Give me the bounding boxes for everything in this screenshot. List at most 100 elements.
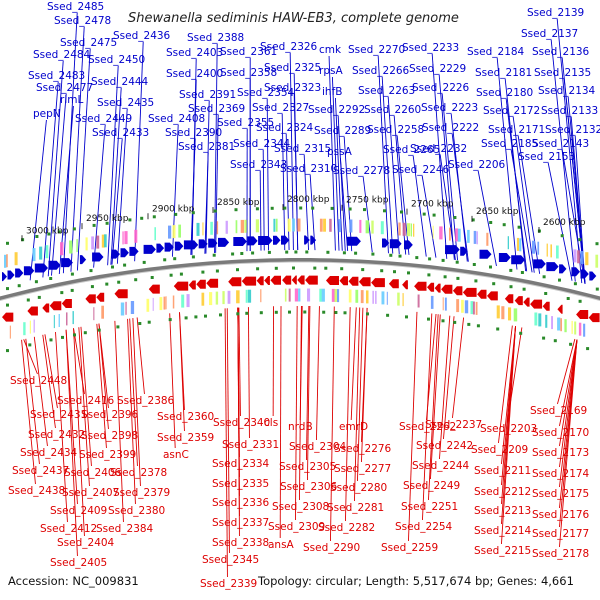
reverse-gene-label: Ssed_2169 bbox=[530, 405, 587, 417]
inner-marker bbox=[240, 252, 244, 255]
reverse-gene-label: Ssed_2251 bbox=[401, 501, 458, 513]
reverse-feature-band bbox=[215, 291, 219, 305]
reverse-feature-band bbox=[360, 290, 364, 304]
reverse-gene-label: Ssed_2359 bbox=[157, 432, 214, 444]
forward-feature-band bbox=[91, 236, 94, 250]
forward-leader-line bbox=[110, 87, 122, 265]
outer-marker bbox=[140, 216, 144, 220]
reverse-feature-band bbox=[402, 293, 404, 307]
reverse-gene-arrow bbox=[282, 275, 292, 285]
forward-feature-band bbox=[76, 239, 78, 253]
forward-gene-label: Ssed_2270 bbox=[348, 44, 405, 56]
inner-marker bbox=[111, 265, 114, 269]
reverse-leader-line bbox=[408, 311, 418, 542]
reverse-gene-arrow bbox=[270, 275, 281, 285]
forward-gene-label: Ssed_2278 bbox=[333, 165, 390, 177]
reverse-feature-band bbox=[186, 294, 190, 308]
forward-feature-band bbox=[402, 222, 406, 236]
outer-marker bbox=[49, 338, 53, 342]
forward-leader-line bbox=[281, 113, 286, 251]
forward-gene-arrow bbox=[48, 260, 61, 270]
forward-gene-arrow bbox=[7, 270, 15, 280]
reverse-leader-line bbox=[78, 327, 90, 487]
outer-marker bbox=[259, 311, 263, 315]
reverse-feature-band bbox=[101, 305, 104, 319]
reverse-feature-band bbox=[574, 321, 577, 335]
reverse-gene-label: Ssed_2416 bbox=[57, 395, 115, 407]
reverse-leader-line bbox=[350, 307, 357, 421]
reverse-leader-line bbox=[237, 307, 240, 537]
reverse-gene-arrow bbox=[2, 312, 14, 322]
forward-feature-band bbox=[168, 225, 172, 239]
reverse-feature-band bbox=[209, 292, 213, 306]
outer-marker bbox=[35, 235, 39, 238]
forward-gene-arrow bbox=[183, 240, 199, 250]
inner-marker bbox=[89, 269, 93, 273]
forward-gene-labels: Ssed_2485Ssed_2478Ssed_2475Ssed_2484Ssed… bbox=[28, 1, 600, 177]
forward-feature-band bbox=[196, 222, 200, 236]
kbp-tick-label: 2700 kbp bbox=[411, 200, 454, 210]
inner-marker bbox=[231, 252, 235, 256]
outer-marker bbox=[453, 320, 457, 324]
outer-marker bbox=[73, 333, 76, 337]
forward-leader-line bbox=[339, 157, 349, 251]
forward-feature-band bbox=[349, 219, 353, 233]
reverse-gene-labels: Ssed_2448Ssed_2416Ssed_2431Ssed_2432Ssed… bbox=[8, 375, 590, 590]
forward-gene-arrow bbox=[580, 269, 589, 279]
forward-leader-line bbox=[190, 138, 196, 255]
forward-feature-band bbox=[14, 252, 18, 266]
reverse-gene-arrow bbox=[358, 277, 371, 287]
forward-feature-band bbox=[96, 235, 100, 249]
forward-gene-label: Ssed_2143 bbox=[532, 138, 589, 150]
forward-feature-band bbox=[449, 227, 451, 241]
reverse-gene-label: Ssed_2334 bbox=[212, 458, 270, 470]
reverse-feature-band bbox=[475, 301, 478, 315]
forward-feature-band bbox=[329, 218, 332, 232]
reverse-feature-band bbox=[375, 290, 377, 304]
inner-marker bbox=[361, 268, 365, 272]
forward-gene-arrow bbox=[2, 272, 7, 282]
reverse-feature-band bbox=[456, 299, 460, 313]
forward-leader-line bbox=[512, 116, 535, 273]
kbp-tick-label: 2650 kbp bbox=[476, 207, 519, 217]
reverse-leader-line bbox=[114, 320, 124, 523]
inner-marker bbox=[509, 268, 513, 272]
forward-gene-arrow bbox=[479, 249, 492, 259]
forward-gene-label: Ssed_2266 bbox=[352, 65, 410, 77]
reverse-gene-label: Ssed_2237 bbox=[425, 419, 482, 431]
forward-leader-line bbox=[262, 149, 265, 251]
reverse-gene-label: Ssed_2242 bbox=[416, 440, 473, 452]
inner-marker bbox=[542, 275, 546, 279]
reverse-feature-band bbox=[298, 288, 301, 302]
reverse-gene-label: Ssed_2174 bbox=[532, 468, 590, 480]
forward-feature-band bbox=[6, 254, 8, 268]
reverse-leader-line bbox=[224, 308, 228, 578]
reverse-gene-label: Ssed_2277 bbox=[334, 463, 391, 475]
forward-gene-label: Ssed_2246 bbox=[392, 164, 450, 176]
outer-marker bbox=[47, 232, 51, 236]
reverse-feature-band bbox=[163, 296, 166, 310]
reverse-gene-label: Ssed_2337 bbox=[212, 517, 269, 529]
inner-marker bbox=[134, 278, 138, 282]
reverse-gene-arrow bbox=[27, 306, 38, 316]
reverse-feature-band bbox=[72, 311, 74, 325]
forward-feature-band bbox=[319, 218, 323, 232]
forward-gene-label: Ssed_2171 bbox=[488, 124, 545, 136]
forward-gene-label: Ssed_2325 bbox=[264, 62, 321, 74]
reverse-feature-band bbox=[496, 305, 500, 319]
forward-gene-arrow bbox=[15, 268, 24, 278]
forward-leader-line bbox=[505, 98, 528, 272]
forward-gene-label: Ssed_2449 bbox=[75, 113, 132, 125]
reverse-gene-label: Ssed_2254 bbox=[395, 521, 453, 533]
reverse-leader-line bbox=[80, 326, 92, 467]
reverse-feature-band bbox=[571, 320, 573, 334]
reverse-leader-line bbox=[559, 339, 578, 427]
reverse-feature-band bbox=[444, 297, 447, 311]
reverse-gene-label: Ssed_2404 bbox=[57, 537, 115, 549]
forward-feature-band bbox=[507, 236, 509, 250]
position-ticks: 3000 kbp 2950 kbp 2900 kbp 2850 kbp 2800 kbp… bbox=[21, 195, 586, 242]
inner-marker bbox=[123, 263, 127, 267]
forward-gene-arrow bbox=[233, 237, 247, 246]
reverse-feature-band bbox=[366, 290, 369, 304]
outer-marker bbox=[595, 242, 599, 246]
